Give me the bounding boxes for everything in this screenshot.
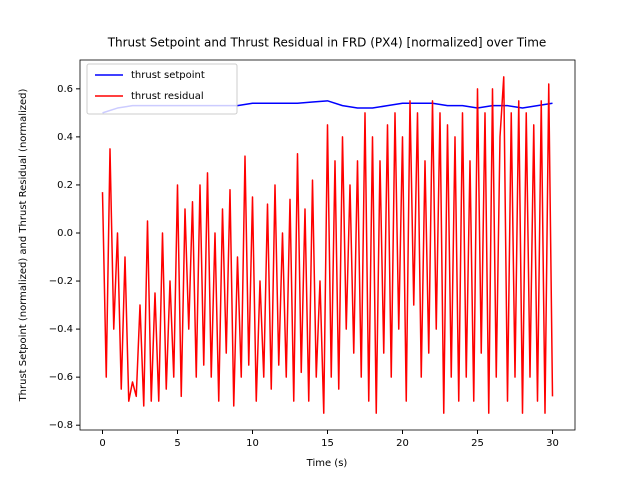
y-tick-label: 0.4 [57, 132, 73, 143]
y-tick-label: 0.2 [57, 180, 73, 191]
y-tick-label: −0.4 [49, 324, 73, 335]
axes-frame [79, 59, 576, 431]
legend-box [86, 63, 238, 115]
x-tick-label: 20 [396, 438, 409, 449]
y-tick-label: −0.8 [49, 420, 73, 431]
legend-label: thrust setpoint [131, 70, 205, 81]
x-tick-label: 15 [321, 438, 334, 449]
x-tick-label: 30 [546, 438, 559, 449]
legend-label: thrust residual [131, 91, 204, 102]
x-tick-label: 0 [99, 438, 105, 449]
y-tick-label: 0.6 [57, 84, 73, 95]
chart-title: Thrust Setpoint and Thrust Residual in F… [107, 36, 547, 50]
x-tick-label: 5 [174, 438, 180, 449]
y-tick-label: −0.2 [49, 276, 73, 287]
y-tick-label: 0.0 [57, 228, 73, 239]
x-axis-label: Time (s) [306, 458, 348, 469]
y-tick-label: −0.6 [49, 372, 73, 383]
x-tick-label: 10 [246, 438, 259, 449]
data-line [101, 76, 554, 414]
x-tick-label: 25 [471, 438, 484, 449]
y-axis-label: Thrust Setpoint (normalized) and Thrust … [18, 88, 29, 402]
